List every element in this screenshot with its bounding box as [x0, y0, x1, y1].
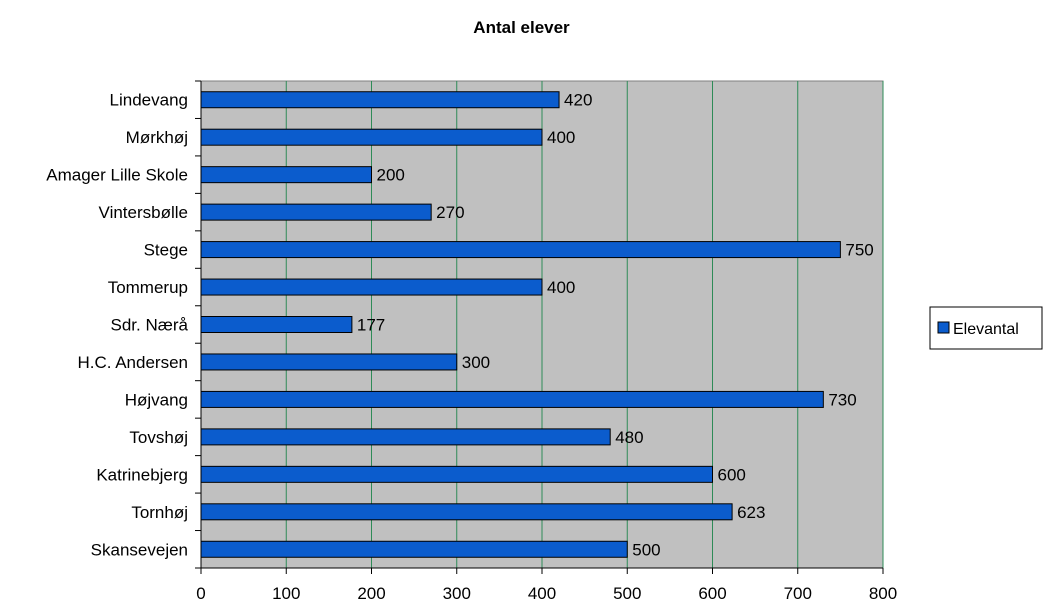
- bar: [200, 465, 713, 483]
- x-tick-label: 100: [272, 584, 300, 603]
- x-tick-label: 400: [528, 584, 556, 603]
- category-label: Mørkhøj: [126, 128, 188, 147]
- bar: [200, 540, 628, 558]
- x-tick-label: 600: [698, 584, 726, 603]
- category-label: Sdr. Nærå: [111, 316, 189, 335]
- data-label: 300: [462, 353, 490, 372]
- category-label: Skansevejen: [91, 540, 188, 559]
- bar: [200, 390, 824, 408]
- data-label: 600: [718, 465, 746, 484]
- data-label: 480: [615, 428, 643, 447]
- data-label: 500: [632, 540, 660, 559]
- category-label: Vintersbølle: [99, 203, 188, 222]
- category-label: Højvang: [125, 390, 188, 409]
- data-label: 177: [357, 316, 385, 335]
- chart-title: Antal elever: [473, 18, 570, 37]
- data-label: 750: [845, 241, 873, 260]
- bar: [200, 166, 372, 184]
- gridlines: [285, 81, 884, 568]
- category-labels: Lindevang Mørkhøj Amager Lille Skole Vinter…: [46, 91, 188, 560]
- data-label: 270: [436, 203, 464, 222]
- bar: [200, 316, 353, 333]
- bar: [200, 128, 543, 146]
- bar: [200, 428, 611, 446]
- data-label: 420: [564, 91, 592, 110]
- x-tick-label: 200: [357, 584, 385, 603]
- category-label: Tovshøj: [129, 428, 188, 447]
- x-tick-label: 0: [196, 584, 205, 603]
- category-label: Tornhøj: [131, 503, 188, 522]
- x-tick-label: 500: [613, 584, 641, 603]
- x-tick-label: 700: [784, 584, 812, 603]
- bar: [200, 278, 543, 296]
- category-label: Lindevang: [110, 91, 188, 110]
- data-label: 400: [547, 278, 575, 297]
- category-label: Katrinebjerg: [96, 465, 188, 484]
- data-labels: 420 400 200 270 750 400 177 300 730 480 600 623 500: [357, 91, 874, 560]
- legend-label: Elevantal: [953, 321, 1019, 338]
- category-label: Amager Lille Skole: [46, 166, 188, 185]
- bars: [200, 91, 841, 558]
- x-tick-label: 800: [869, 584, 897, 603]
- data-label: 730: [828, 390, 856, 409]
- category-label: Stege: [144, 241, 188, 260]
- bar: [200, 91, 560, 109]
- x-tick-label: 300: [443, 584, 471, 603]
- bar: [200, 203, 432, 221]
- data-label: 200: [377, 166, 405, 185]
- bar: [200, 241, 841, 259]
- legend-swatch: [937, 321, 950, 334]
- legend: Elevantal: [929, 306, 1043, 350]
- tick-labels: 0 100 200 300 400 500 600 700 800: [196, 584, 897, 603]
- category-label: Tommerup: [108, 278, 188, 297]
- category-label: H.C. Andersen: [77, 353, 188, 372]
- data-label: 400: [547, 128, 575, 147]
- bar: [200, 503, 733, 521]
- bar: [200, 353, 458, 371]
- data-label: 623: [737, 503, 765, 522]
